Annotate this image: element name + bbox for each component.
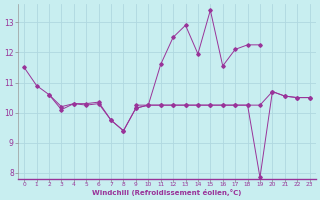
X-axis label: Windchill (Refroidissement éolien,°C): Windchill (Refroidissement éolien,°C) [92, 189, 242, 196]
